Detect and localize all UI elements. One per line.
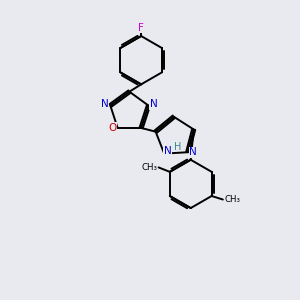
- Text: CH₃: CH₃: [141, 163, 157, 172]
- Text: O: O: [108, 123, 116, 133]
- Text: N: N: [189, 147, 197, 157]
- Text: CH₃: CH₃: [224, 195, 240, 204]
- Text: N: N: [164, 146, 172, 156]
- Text: N: N: [150, 99, 158, 109]
- Text: H: H: [174, 142, 181, 152]
- Text: N: N: [101, 99, 109, 109]
- Text: F: F: [138, 23, 144, 33]
